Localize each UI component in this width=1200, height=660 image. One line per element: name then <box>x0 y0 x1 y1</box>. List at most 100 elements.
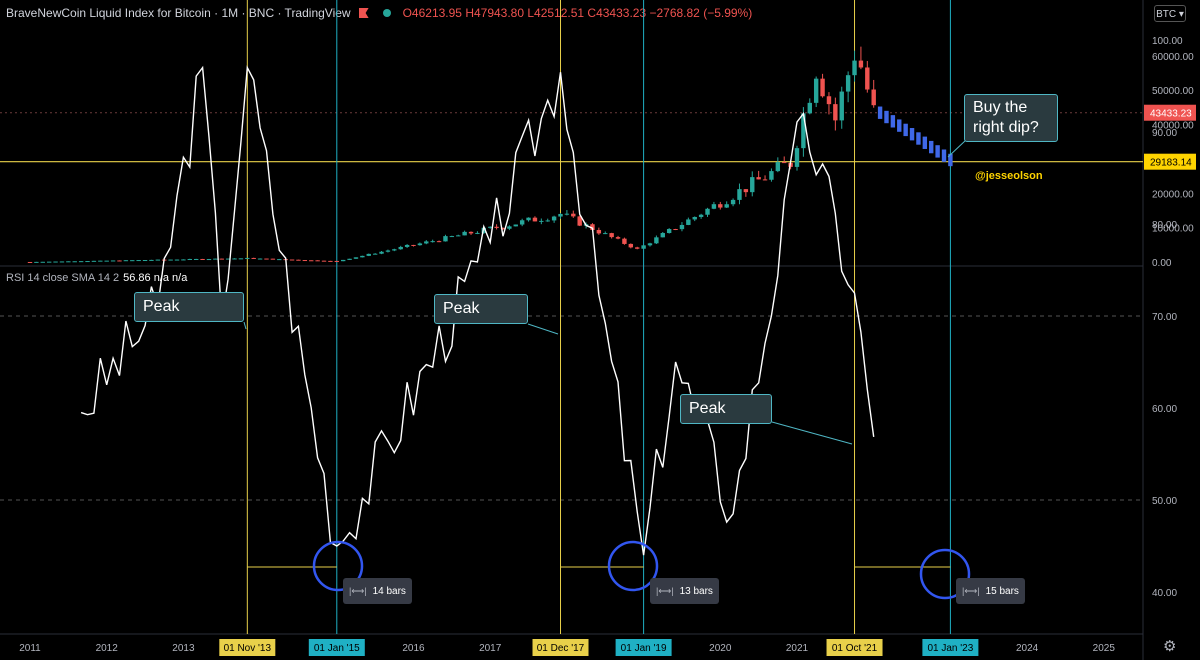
candle-body <box>321 260 327 262</box>
candle-body <box>168 259 173 261</box>
candle-body <box>136 260 141 262</box>
candle-body <box>245 257 250 259</box>
candle-body <box>328 260 333 262</box>
candle-body <box>488 226 493 228</box>
candle-body <box>78 261 84 263</box>
candle-body <box>117 260 122 262</box>
projection-bar <box>916 132 921 145</box>
candle-body <box>366 253 371 256</box>
price-tick-label: 50000.00 <box>1152 86 1194 97</box>
currency-label: BTC <box>1156 9 1177 20</box>
price-tick-label: 20000.00 <box>1152 189 1194 200</box>
peak-pointer <box>243 321 247 330</box>
date-highlight-label: 01 Jan '23 <box>927 643 973 654</box>
candle-body <box>762 179 768 181</box>
candle-body <box>852 60 857 76</box>
candle-body <box>462 231 467 236</box>
gear-icon[interactable]: ⚙ <box>1163 638 1177 655</box>
peak-callout-2021: Peak <box>680 394 772 424</box>
candle-body <box>123 260 129 262</box>
candle-body <box>820 78 825 97</box>
market-status-icon <box>382 9 391 17</box>
price-label-box <box>1144 104 1196 121</box>
candle-body <box>539 220 544 222</box>
candle-body <box>340 259 346 262</box>
candle-body <box>213 258 218 260</box>
candle-body <box>564 213 570 215</box>
price-tick-label: 40000.00 <box>1152 121 1194 132</box>
candle-body <box>181 259 186 261</box>
candle-body <box>571 213 576 217</box>
trough-circle <box>312 540 364 592</box>
candle-body <box>360 255 365 258</box>
candle-body <box>232 258 237 260</box>
candle-body <box>730 199 736 205</box>
candle-body <box>839 91 844 121</box>
buy-pointer <box>947 139 967 158</box>
projection-bar <box>897 119 902 132</box>
candle-body <box>142 260 148 262</box>
candle-body <box>545 220 550 222</box>
buy-line-1: Buy the <box>973 99 1028 116</box>
candle-body <box>718 204 723 208</box>
peak-pointer <box>527 323 559 335</box>
peak-label: Peak <box>443 300 480 317</box>
projection-bar <box>890 115 896 128</box>
candle-body <box>801 113 806 149</box>
candle-body <box>692 216 697 220</box>
candle-body <box>500 227 506 229</box>
currency-button[interactable]: BTC ▾ <box>1154 5 1186 22</box>
candle-body <box>673 229 678 231</box>
date-highlight-box <box>826 639 883 656</box>
candle-body <box>794 148 800 167</box>
chart-title: BraveNewCoin Liquid Index for Bitcoin · … <box>6 6 351 20</box>
candle-body <box>289 259 295 261</box>
projection-bar <box>884 110 889 124</box>
candle-body <box>519 220 525 225</box>
candle-body <box>430 241 435 243</box>
candle-body <box>104 260 109 262</box>
projection-bar <box>903 123 908 137</box>
candle-body <box>769 171 774 180</box>
time-tick-label: 2021 <box>786 643 809 654</box>
candle-body <box>577 216 582 226</box>
candle-body <box>219 258 224 260</box>
time-tick-label: 2024 <box>1016 643 1039 654</box>
rsi-tick-label: 100.00 <box>1152 36 1183 47</box>
candle-body <box>628 243 634 248</box>
candle-body <box>871 89 876 106</box>
flag-icon[interactable] <box>358 8 369 18</box>
date-highlight-box <box>615 639 672 656</box>
candle-body <box>130 260 135 262</box>
candle-body <box>513 224 518 227</box>
candle-body <box>424 241 429 244</box>
candle-body <box>85 261 90 263</box>
chart-header: BraveNewCoin Liquid Index for Bitcoin · … <box>6 6 752 20</box>
candle-body <box>590 224 595 230</box>
peak-pointer <box>771 421 853 445</box>
candle-body <box>353 257 359 259</box>
time-tick-label: 2016 <box>402 643 425 654</box>
candle-body <box>782 162 787 164</box>
candle-body <box>507 226 512 229</box>
projection-bar <box>877 106 883 119</box>
candle-body <box>270 258 276 260</box>
candle-body <box>654 237 659 244</box>
trough-circle <box>607 540 659 592</box>
candle-body <box>46 261 52 263</box>
candle-body <box>845 75 851 92</box>
candle-body <box>635 247 640 249</box>
candle-body <box>257 258 263 260</box>
candle-body <box>737 189 742 200</box>
candle-body <box>296 259 301 261</box>
candle-body <box>110 260 116 262</box>
candle-body <box>372 253 378 255</box>
candle-body <box>392 249 397 251</box>
bars-badge-2: |⟷| 13 bars <box>650 578 719 604</box>
peak-label: Peak <box>689 400 726 417</box>
time-tick-label: 2017 <box>479 643 502 654</box>
candle-body <box>833 104 838 121</box>
date-highlight-label: 01 Nov '13 <box>224 643 272 654</box>
